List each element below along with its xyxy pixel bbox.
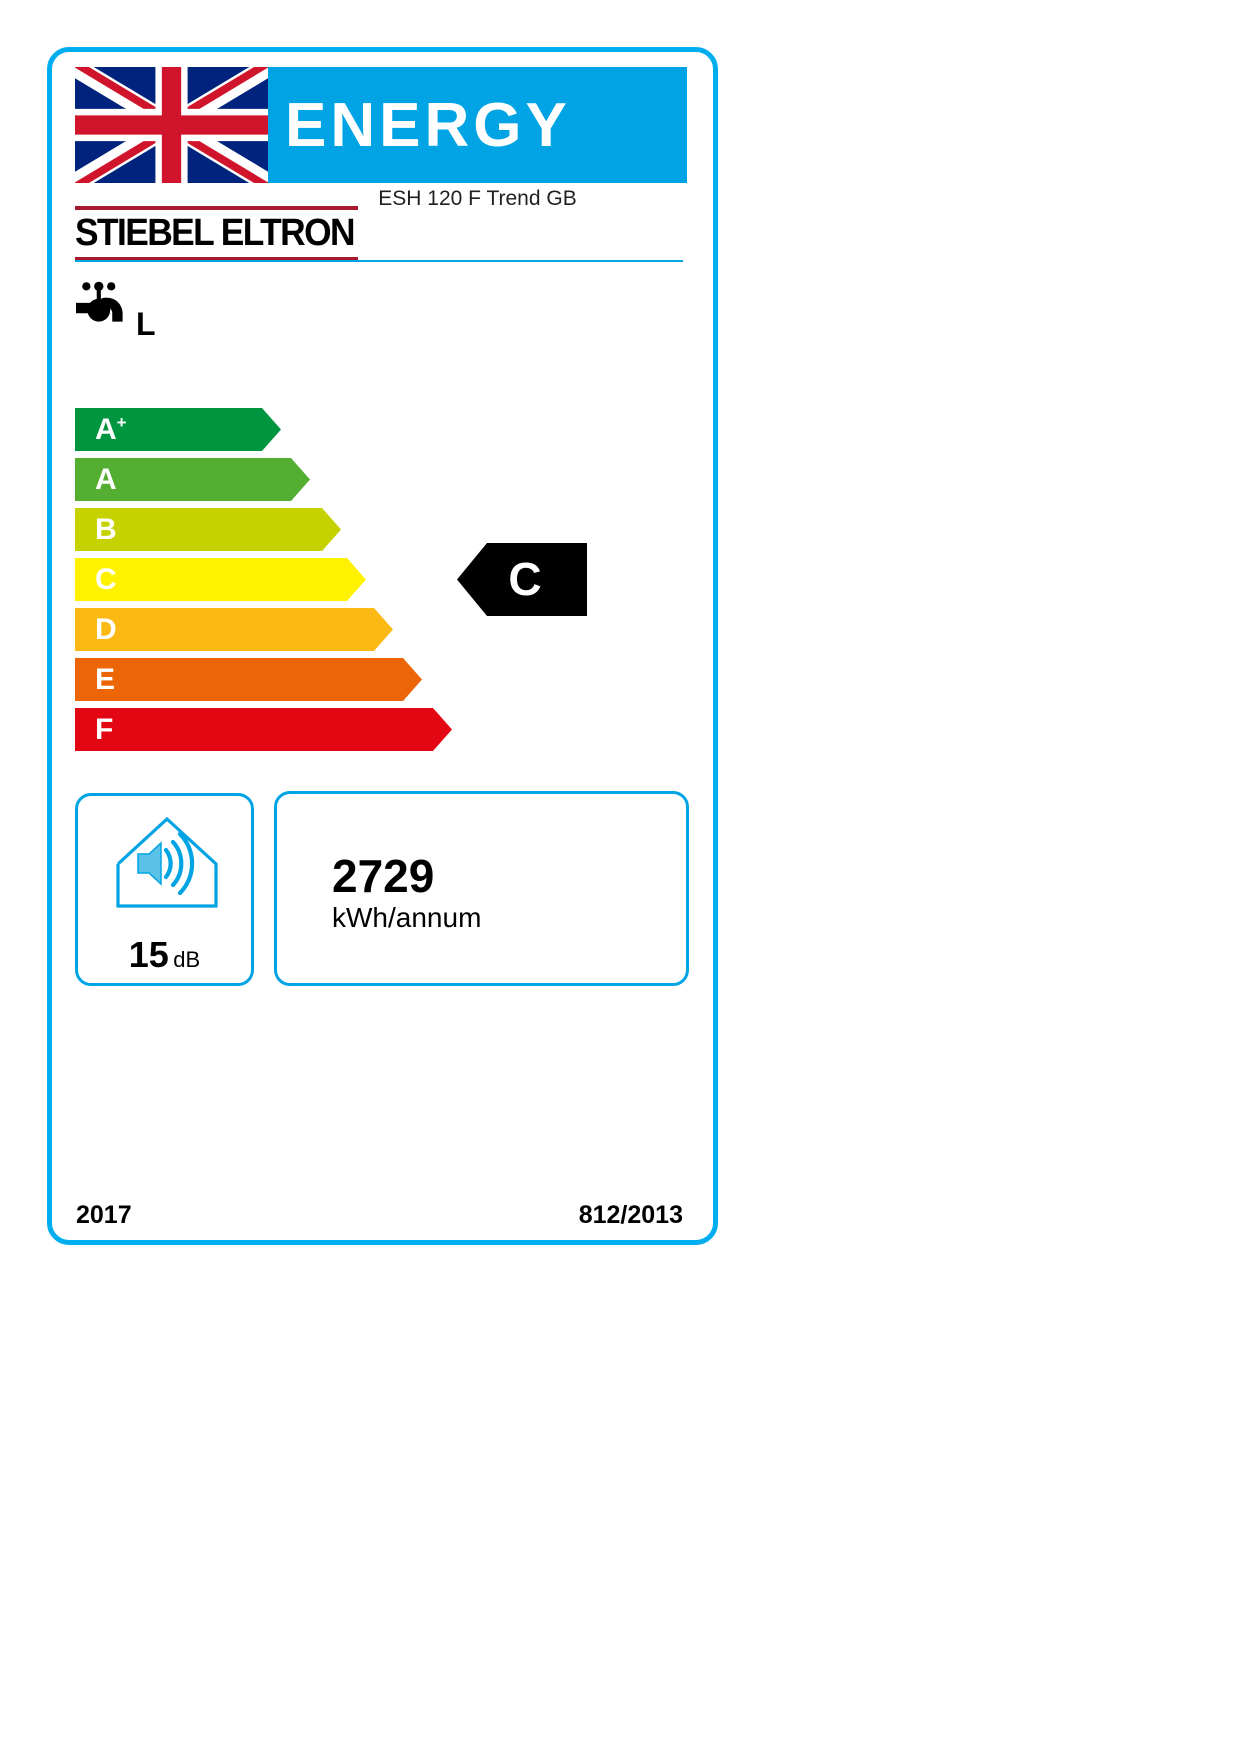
svg-text:C: C bbox=[508, 553, 541, 605]
